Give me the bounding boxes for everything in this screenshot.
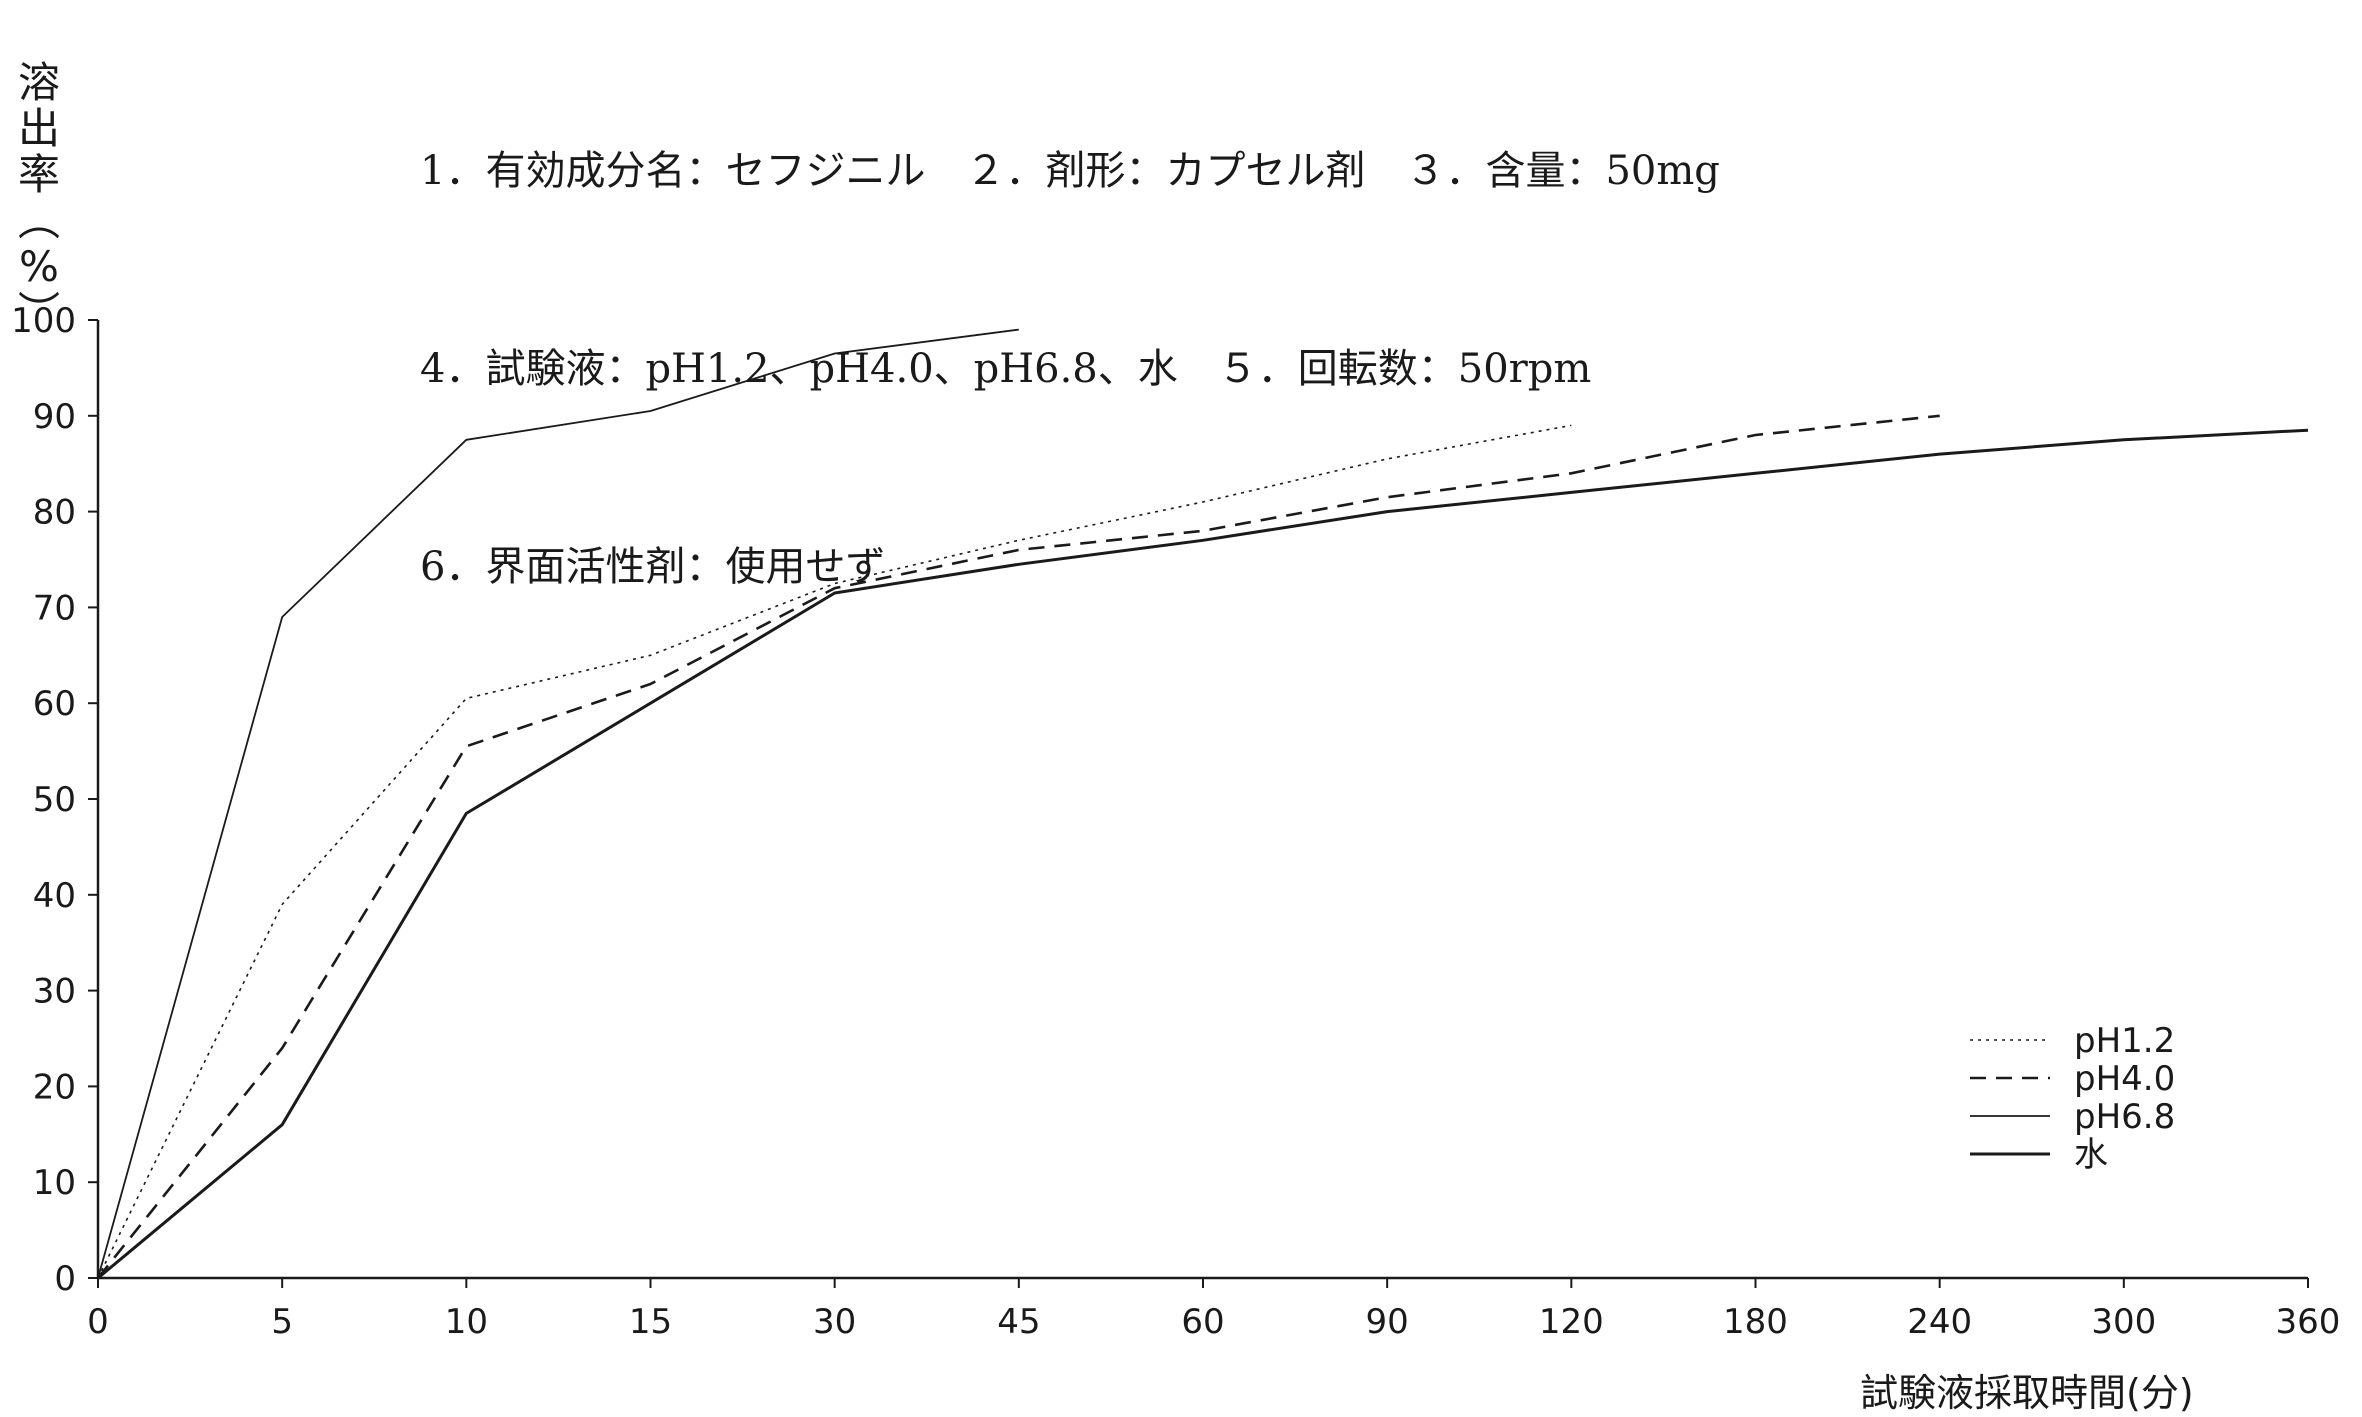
y-axis-label-char: % [19, 242, 59, 291]
x-tick-label: 90 [1366, 1302, 1409, 1342]
x-tick-label: 15 [629, 1302, 672, 1342]
y-axis-label-char: 溶 [17, 58, 60, 107]
x-tick-label: 300 [2091, 1302, 2156, 1342]
legend-label-2: pH6.8 [2074, 1097, 2175, 1137]
legend-label-3: 水 [2074, 1135, 2108, 1175]
x-axis-label: 試験液採取時間(分) [1860, 1371, 2194, 1415]
y-tick-label: 40 [33, 876, 76, 916]
y-tick-label: 0 [54, 1259, 76, 1299]
condition-line-2: 4．試験液：pH1.2、pH4.0、pH6.8、水 ５．回転数：50rpm [420, 346, 1592, 392]
y-tick-label: 90 [33, 397, 76, 437]
y-axis-label: 溶出率 ︵% ︶ [14, 60, 64, 336]
y-axis-label-char: 出 [17, 104, 60, 153]
x-tick-label: 120 [1539, 1302, 1604, 1342]
x-tick-label: 30 [813, 1302, 856, 1342]
series-line-0 [97, 424, 1572, 1279]
y-tick-label: 50 [33, 780, 76, 820]
x-tick-label: 360 [2276, 1302, 2341, 1342]
legend-label-0: pH1.2 [2074, 1021, 2175, 1061]
y-axis-label-char: 率 [17, 150, 60, 199]
x-tick-label: 60 [1181, 1302, 1224, 1342]
test-conditions: 1．有効成分名：セフジニル ２．剤形：カプセル剤 ３．含量：50mg 4．試験液… [420, 6, 1720, 666]
condition-line-3: 6．界面活性剤：使用せず [420, 544, 886, 590]
y-tick-label: 60 [33, 684, 76, 724]
y-axis-label-char: ︶ [17, 288, 60, 337]
y-tick-label: 20 [33, 1067, 76, 1107]
y-tick-label: 80 [33, 493, 76, 533]
series-line-1 [96, 414, 1940, 1279]
y-tick-label: 10 [33, 1163, 76, 1203]
series-line-2 [97, 328, 1019, 1279]
series-line-3 [97, 428, 2309, 1280]
x-tick-label: 5 [271, 1302, 293, 1342]
chart-axes: 0 10 20 30 40 50 60 70 80 90 100 0 5 10 15 30 45 60 90 120 1… [11, 301, 2340, 1342]
x-tick-label: 10 [445, 1302, 488, 1342]
y-tick-label: 100 [11, 301, 76, 341]
x-tick-label: 0 [87, 1302, 109, 1342]
chart-series [96, 328, 2309, 1280]
x-tick-label: 45 [997, 1302, 1040, 1342]
y-tick-label: 30 [33, 972, 76, 1012]
condition-line-1: 1．有効成分名：セフジニル ２．剤形：カプセル剤 ３．含量：50mg [420, 148, 1720, 194]
x-tick-label: 180 [1723, 1302, 1788, 1342]
legend-label-1: pH4.0 [2074, 1059, 2175, 1099]
x-tick-label: 240 [1907, 1302, 1972, 1342]
y-tick-label: 70 [33, 588, 76, 628]
y-axis-label-char: ︵ [17, 196, 60, 245]
